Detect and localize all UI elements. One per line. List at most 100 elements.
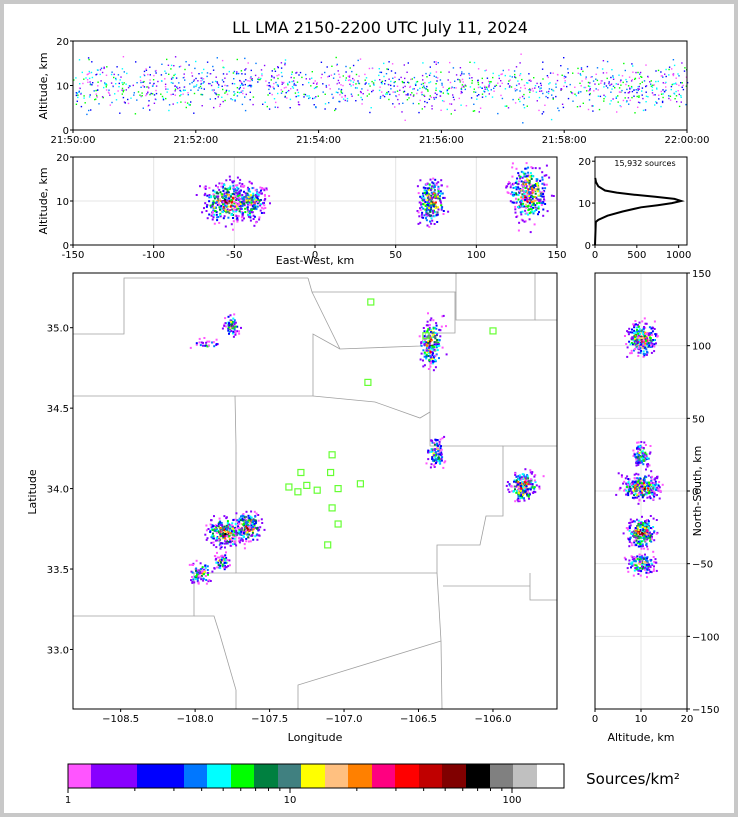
time-altitude-source [668, 95, 670, 97]
east-west-source [529, 191, 532, 194]
north-south-source [636, 441, 639, 444]
east-west-source [427, 187, 429, 190]
time-altitude-source [459, 67, 462, 69]
time-altitude-source [372, 89, 374, 92]
time-altitude-source [342, 98, 345, 100]
east-west-source [260, 212, 263, 214]
east-west-source [248, 201, 251, 204]
east-west-source [226, 190, 229, 193]
time-altitude-source [241, 90, 243, 92]
time-altitude-source [241, 83, 243, 86]
plan-view-source [515, 480, 518, 483]
time-altitude-source [352, 84, 354, 86]
county-line [436, 572, 443, 710]
north-south-source [642, 482, 645, 485]
plan-view-source [433, 360, 436, 363]
time-altitude-source [233, 94, 235, 96]
east-west-source [220, 185, 223, 188]
plan-view-source [535, 484, 538, 487]
plan-view-source [433, 346, 436, 349]
lma-station-marker [489, 327, 497, 335]
time-altitude-source [618, 87, 621, 89]
plan-view-source [254, 526, 257, 529]
time-altitude-source [201, 72, 203, 74]
east-west-source [216, 219, 219, 222]
time-altitude-source [87, 57, 90, 59]
east-west-source [440, 184, 443, 187]
plan-view-source [200, 578, 203, 581]
east-west-source [517, 187, 520, 190]
time-altitude-source [166, 91, 168, 93]
time-altitude-source [527, 82, 529, 84]
plan-view-source [430, 450, 433, 453]
east-west-source [442, 210, 445, 212]
east-west-source [536, 198, 539, 201]
north-south-source [633, 349, 635, 352]
north-south-xtick-label: 0 [592, 714, 598, 725]
plan-view-source [538, 487, 541, 490]
time-altitude-source [244, 73, 246, 75]
time-altitude-source [355, 83, 357, 85]
north-south-source [650, 571, 653, 574]
east-west-source [507, 192, 510, 194]
east-west-source [430, 191, 433, 194]
east-west-source [515, 167, 518, 170]
plan-view-source [229, 527, 232, 530]
plan-view-source [239, 533, 242, 536]
east-west-source [230, 195, 232, 198]
time-altitude-source [542, 111, 545, 113]
time-altitude-source [408, 97, 410, 99]
north-south-source [641, 567, 644, 570]
north-south-source [626, 528, 629, 531]
east-west-source [428, 187, 431, 190]
north-south-source [634, 331, 637, 334]
time-altitude-source [549, 72, 552, 74]
time-altitude-source [493, 90, 495, 92]
time-altitude-source [381, 80, 384, 83]
north-south-source [646, 339, 649, 342]
time-altitude-source [618, 74, 620, 76]
time-altitude-source [606, 77, 608, 80]
time-altitude-source [660, 93, 663, 95]
north-south-source [647, 332, 650, 335]
time-altitude-source [315, 96, 317, 98]
time-altitude-source [626, 100, 628, 102]
plan-view-source [427, 312, 429, 315]
north-south-source [650, 470, 653, 473]
time-altitude-ylabel: Altitude, km [37, 52, 50, 119]
north-south-source [635, 488, 638, 491]
time-altitude-source [342, 75, 344, 77]
time-altitude-source [421, 74, 424, 77]
north-south-source [643, 354, 646, 357]
plan-view-source [224, 554, 227, 557]
time-altitude-source [468, 72, 470, 75]
time-altitude-source [517, 80, 519, 82]
plan-view-source [220, 542, 223, 544]
east-west-source [447, 210, 450, 213]
time-altitude-source [579, 105, 581, 108]
time-altitude-source [315, 106, 317, 109]
east-west-source [252, 201, 255, 204]
time-altitude-source [399, 89, 401, 91]
north-south-source [628, 483, 631, 486]
plan-view-source [223, 515, 226, 518]
time-altitude-source [278, 74, 280, 76]
plan-view-source [222, 535, 225, 538]
time-altitude-source [96, 95, 98, 97]
time-altitude-source [563, 85, 565, 87]
time-altitude-source [152, 85, 154, 87]
time-altitude-source [458, 97, 460, 100]
time-altitude-source [378, 89, 381, 92]
lma-station-marker [327, 468, 335, 477]
plan-view-source [431, 459, 434, 462]
plan-view-source [219, 534, 222, 537]
east-west-source [527, 204, 530, 207]
plan-view-source [514, 500, 517, 503]
plan-view-source [436, 349, 439, 352]
east-west-source [518, 174, 521, 177]
north-south-source [646, 337, 649, 340]
north-south-source [647, 522, 650, 525]
time-altitude-source [669, 99, 672, 101]
time-altitude-source [500, 73, 502, 76]
time-altitude-source [338, 100, 340, 103]
